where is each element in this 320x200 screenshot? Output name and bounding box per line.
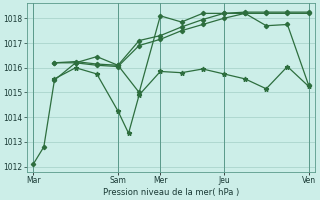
X-axis label: Pression niveau de la mer( hPa ): Pression niveau de la mer( hPa ) bbox=[103, 188, 239, 197]
